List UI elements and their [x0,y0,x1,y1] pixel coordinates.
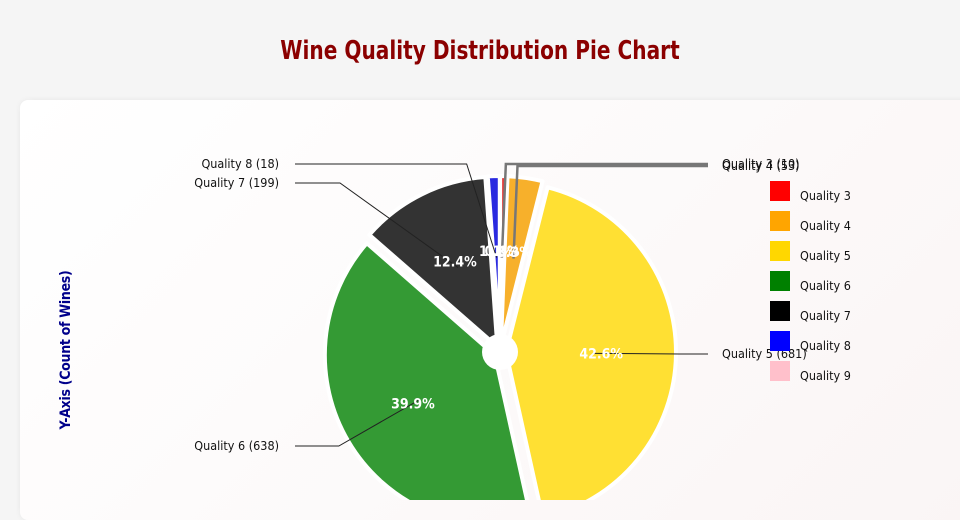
legend-item-quality-7: Quality 7 [770,301,851,323]
legend-swatch [770,361,790,381]
legend-label: Quality 8 [800,338,851,353]
percent-label-6: 39.9% [391,397,435,413]
callout-line-3 [500,162,708,258]
percent-label-3: 0.6% [485,244,520,260]
legend-swatch [770,331,790,351]
callout-line-6 [295,399,420,447]
callout-label-6: Quality 6 (638) [194,438,279,453]
legend-label: Quality 7 [800,308,851,323]
legend-item-quality-5: Quality 5 [770,241,851,263]
pie-slices [322,174,678,500]
callout-line-5 [594,352,708,355]
callout-line-4 [512,164,708,259]
legend-swatch [770,241,790,261]
pie-slice-quality-6 [322,241,530,500]
callout-label-8: Quality 8 (18) [201,156,279,171]
legend-item-quality-8: Quality 8 [770,331,851,353]
chart-title: Wine Quality Distribution Pie Chart [280,36,680,66]
legend-swatch [770,181,790,201]
legend-label: Quality 3 [800,188,851,203]
percent-label-8: 1.1% [479,244,514,260]
legend-item-quality-3: Quality 3 [770,181,851,203]
percent-label-5: 42.6% [579,346,623,362]
legend-label: Quality 6 [800,278,851,293]
callout-line-8 [295,163,498,258]
pie-slice-quality-5 [503,185,678,500]
percent-label-4: 3.3% [497,245,532,261]
legend-swatch [770,301,790,321]
pie-center-hole [482,334,518,370]
callout-labels: Quality 3 (10)Quality 4 (53) Quality 5 (6… [194,156,806,453]
percent-labels: 0.6%3.3% 42.6% 39.9% 12.4%1.1% [391,244,623,413]
legend-item-quality-9: Quality 9 [770,361,851,383]
legend-label: Quality 5 [800,248,851,263]
legend-swatch [770,271,790,291]
callout-line-7 [295,182,459,268]
legend: Quality 3 Quality 4 Quality 5 Quality 6 Qual… [770,181,851,383]
pie-slice-quality-4 [498,174,545,349]
percent-label-7: 12.4% [433,254,477,270]
legend-item-quality-6: Quality 6 [770,271,851,293]
callout-label-3: Quality 3 (10) [722,156,800,171]
callout-label-7: Quality 7 (199) [194,175,279,190]
pie-slice-quality-7 [367,175,500,349]
legend-item-quality-4: Quality 4 [770,211,851,233]
legend-swatch [770,211,790,231]
pie-center [482,334,518,370]
callout-label-5: Quality 5 (681) [722,346,807,361]
legend-label: Quality 9 [800,368,851,383]
legend-label: Quality 4 [800,218,851,233]
pie-chart: Quality 3 (10)Quality 4 (53) Quality 5 (6… [194,156,851,500]
pie-slice-quality-8 [485,174,502,349]
callout-label-4: Quality 4 (53) [722,158,800,173]
